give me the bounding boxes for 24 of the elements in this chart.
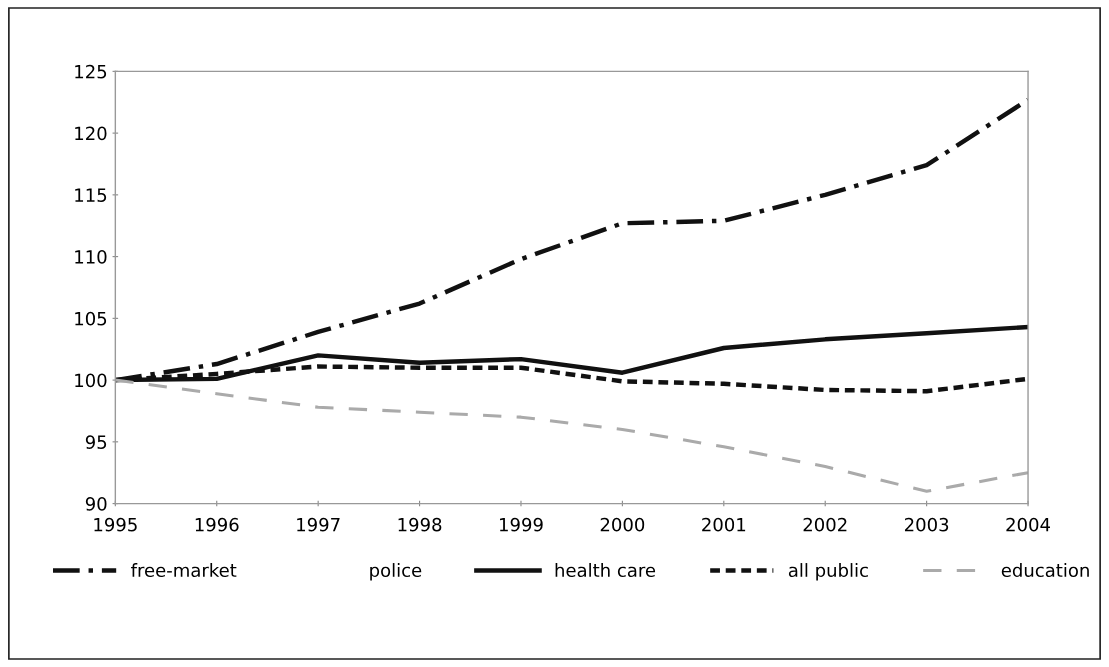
y-tick-label: 100 [75, 373, 107, 388]
y-tick-label: 105 [75, 311, 107, 326]
x-tick-label: 1995 [94, 517, 137, 532]
y-tick-label: 95 [85, 435, 107, 449]
x-tick-label: 2003 [904, 517, 949, 532]
legend-label: all public [788, 563, 868, 581]
x-tick-label: 1996 [195, 517, 239, 532]
x-tick-label: 2000 [600, 517, 645, 532]
text: police [370, 563, 422, 581]
x-tick-label: 1998 [398, 517, 442, 532]
legend-label: free-market [131, 563, 237, 578]
x-tick-label: 2002 [803, 517, 847, 532]
legend-label: health care [555, 563, 656, 578]
y-tick-label: 115 [75, 188, 107, 202]
x-tick-label: 2001 [702, 517, 746, 532]
x-tick-label: 2004 [1006, 517, 1050, 532]
x-tick-label: 1999 [499, 517, 543, 532]
y-tick-label: 125 [75, 64, 107, 79]
y-tick-label: 110 [75, 250, 107, 264]
y-tick-label: 90 [85, 497, 107, 511]
legend-label: education [1001, 563, 1089, 578]
x-tick-label: 1997 [297, 517, 340, 532]
y-tick-label: 120 [75, 126, 107, 141]
line-series [115, 378, 1029, 493]
